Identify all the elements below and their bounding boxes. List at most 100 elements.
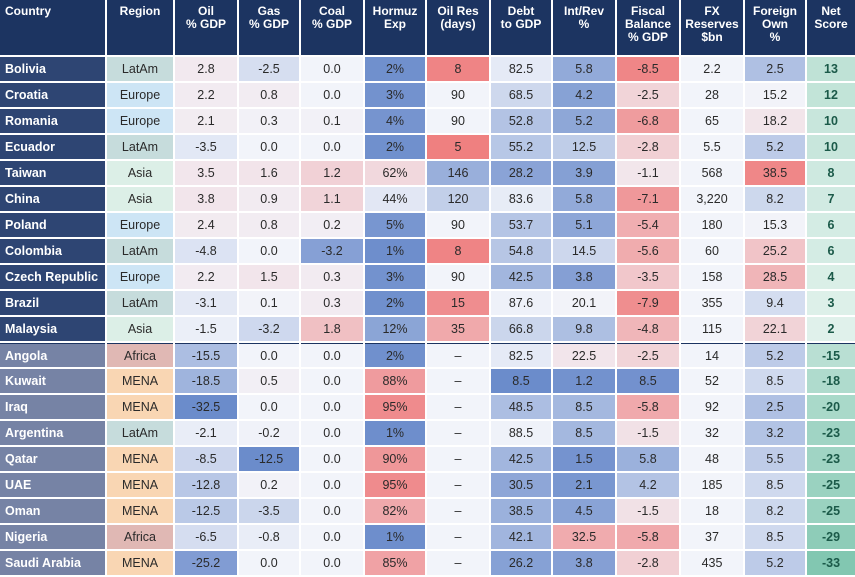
column-header: Country xyxy=(0,0,105,57)
metric-cell: 3.2 xyxy=(745,421,805,447)
metric-cell: 4.2 xyxy=(617,473,679,499)
column-header: Debt to GDP xyxy=(491,0,551,57)
metric-cell: 0.3 xyxy=(301,265,363,291)
metric-cell: 0.0 xyxy=(239,239,299,265)
metric-cell: 87.6 xyxy=(491,291,551,317)
metric-cell: -1.5 xyxy=(617,499,679,525)
metric-cell: -3.2 xyxy=(301,239,363,265)
metric-cell: 5.2 xyxy=(745,343,805,369)
metric-cell: 0.0 xyxy=(301,421,363,447)
metric-cell: 15.2 xyxy=(745,83,805,109)
metric-cell: 90 xyxy=(427,83,489,109)
metric-cell: 0.8 xyxy=(239,83,299,109)
metric-cell: 22.1 xyxy=(745,317,805,343)
net-score: -25 xyxy=(807,473,855,499)
metric-cell: -0.2 xyxy=(239,421,299,447)
metric-cell: 8.2 xyxy=(745,499,805,525)
metric-cell: -6.5 xyxy=(175,525,237,551)
metric-cell: 568 xyxy=(681,161,743,187)
column-header: Int/Rev % xyxy=(553,0,615,57)
metric-cell: 158 xyxy=(681,265,743,291)
metric-cell: 0.0 xyxy=(301,499,363,525)
metric-cell: 3.8 xyxy=(553,265,615,291)
region: MENA xyxy=(107,395,173,421)
metric-cell: 8.5 xyxy=(491,369,551,395)
metric-cell: -2.8 xyxy=(617,551,679,577)
country-name: Ecuador xyxy=(0,135,105,161)
metric-cell: -12.5 xyxy=(239,447,299,473)
metric-cell: -7.9 xyxy=(617,291,679,317)
metric-cell: 55.2 xyxy=(491,135,551,161)
metric-cell: 0.0 xyxy=(239,551,299,577)
metric-cell: 2.8 xyxy=(175,57,237,83)
column-header: Fiscal Balance % GDP xyxy=(617,0,679,57)
metric-cell: 2% xyxy=(365,343,425,369)
metric-cell: 54.8 xyxy=(491,239,551,265)
metric-cell: 355 xyxy=(681,291,743,317)
metric-cell: 3.5 xyxy=(175,161,237,187)
metric-cell: 37 xyxy=(681,525,743,551)
region: LatAm xyxy=(107,135,173,161)
metric-cell: 1% xyxy=(365,239,425,265)
metric-cell: 85% xyxy=(365,551,425,577)
metric-cell: 3.9 xyxy=(553,161,615,187)
country-name: UAE xyxy=(0,473,105,499)
metric-cell: 2.2 xyxy=(175,83,237,109)
metric-cell: 20.1 xyxy=(553,291,615,317)
net-score: 13 xyxy=(807,57,855,83)
metric-cell: -5.8 xyxy=(617,395,679,421)
metric-cell: 0.0 xyxy=(301,57,363,83)
metric-cell: 3% xyxy=(365,83,425,109)
net-score: 8 xyxy=(807,161,855,187)
metric-cell: 38.5 xyxy=(491,499,551,525)
metric-cell: 0.0 xyxy=(301,369,363,395)
metric-cell: 28 xyxy=(681,83,743,109)
net-score: 12 xyxy=(807,83,855,109)
metric-cell: -8.5 xyxy=(617,57,679,83)
metric-cell: 185 xyxy=(681,473,743,499)
country-name: Czech Republic xyxy=(0,265,105,291)
metric-cell: 435 xyxy=(681,551,743,577)
net-score: 4 xyxy=(807,265,855,291)
metric-cell: 15.3 xyxy=(745,213,805,239)
metric-cell: 8.5 xyxy=(745,525,805,551)
region: MENA xyxy=(107,447,173,473)
metric-cell: 5.5 xyxy=(681,135,743,161)
metric-cell: 2.5 xyxy=(745,57,805,83)
metric-cell: 15 xyxy=(427,291,489,317)
metric-cell: 42.5 xyxy=(491,447,551,473)
region: LatAm xyxy=(107,291,173,317)
metric-cell: – xyxy=(427,525,489,551)
metric-cell: 9.4 xyxy=(745,291,805,317)
net-score: -23 xyxy=(807,421,855,447)
metric-cell: 88.5 xyxy=(491,421,551,447)
metric-cell: -25.2 xyxy=(175,551,237,577)
metric-cell: 42.1 xyxy=(491,525,551,551)
metric-cell: 14.5 xyxy=(553,239,615,265)
metric-cell: 12.5 xyxy=(553,135,615,161)
metric-cell: 3,220 xyxy=(681,187,743,213)
country-name: Brazil xyxy=(0,291,105,317)
metric-cell: -3.2 xyxy=(239,317,299,343)
metric-cell: 8.5 xyxy=(745,369,805,395)
region: MENA xyxy=(107,499,173,525)
country-name: China xyxy=(0,187,105,213)
region: LatAm xyxy=(107,421,173,447)
metric-cell: 115 xyxy=(681,317,743,343)
metric-cell: -18.5 xyxy=(175,369,237,395)
net-score: -20 xyxy=(807,395,855,421)
net-score: 10 xyxy=(807,109,855,135)
metric-cell: 18 xyxy=(681,499,743,525)
metric-cell: 180 xyxy=(681,213,743,239)
metric-cell: – xyxy=(427,551,489,577)
column-header: Foreign Own % xyxy=(745,0,805,57)
metric-cell: 5.8 xyxy=(617,447,679,473)
metric-cell: 5.8 xyxy=(553,57,615,83)
country-name: Argentina xyxy=(0,421,105,447)
metric-cell: 5% xyxy=(365,213,425,239)
metric-cell: 5.2 xyxy=(745,135,805,161)
metric-cell: 18.2 xyxy=(745,109,805,135)
metric-cell: -7.1 xyxy=(617,187,679,213)
region: Asia xyxy=(107,317,173,343)
metric-cell: 2.1 xyxy=(175,109,237,135)
